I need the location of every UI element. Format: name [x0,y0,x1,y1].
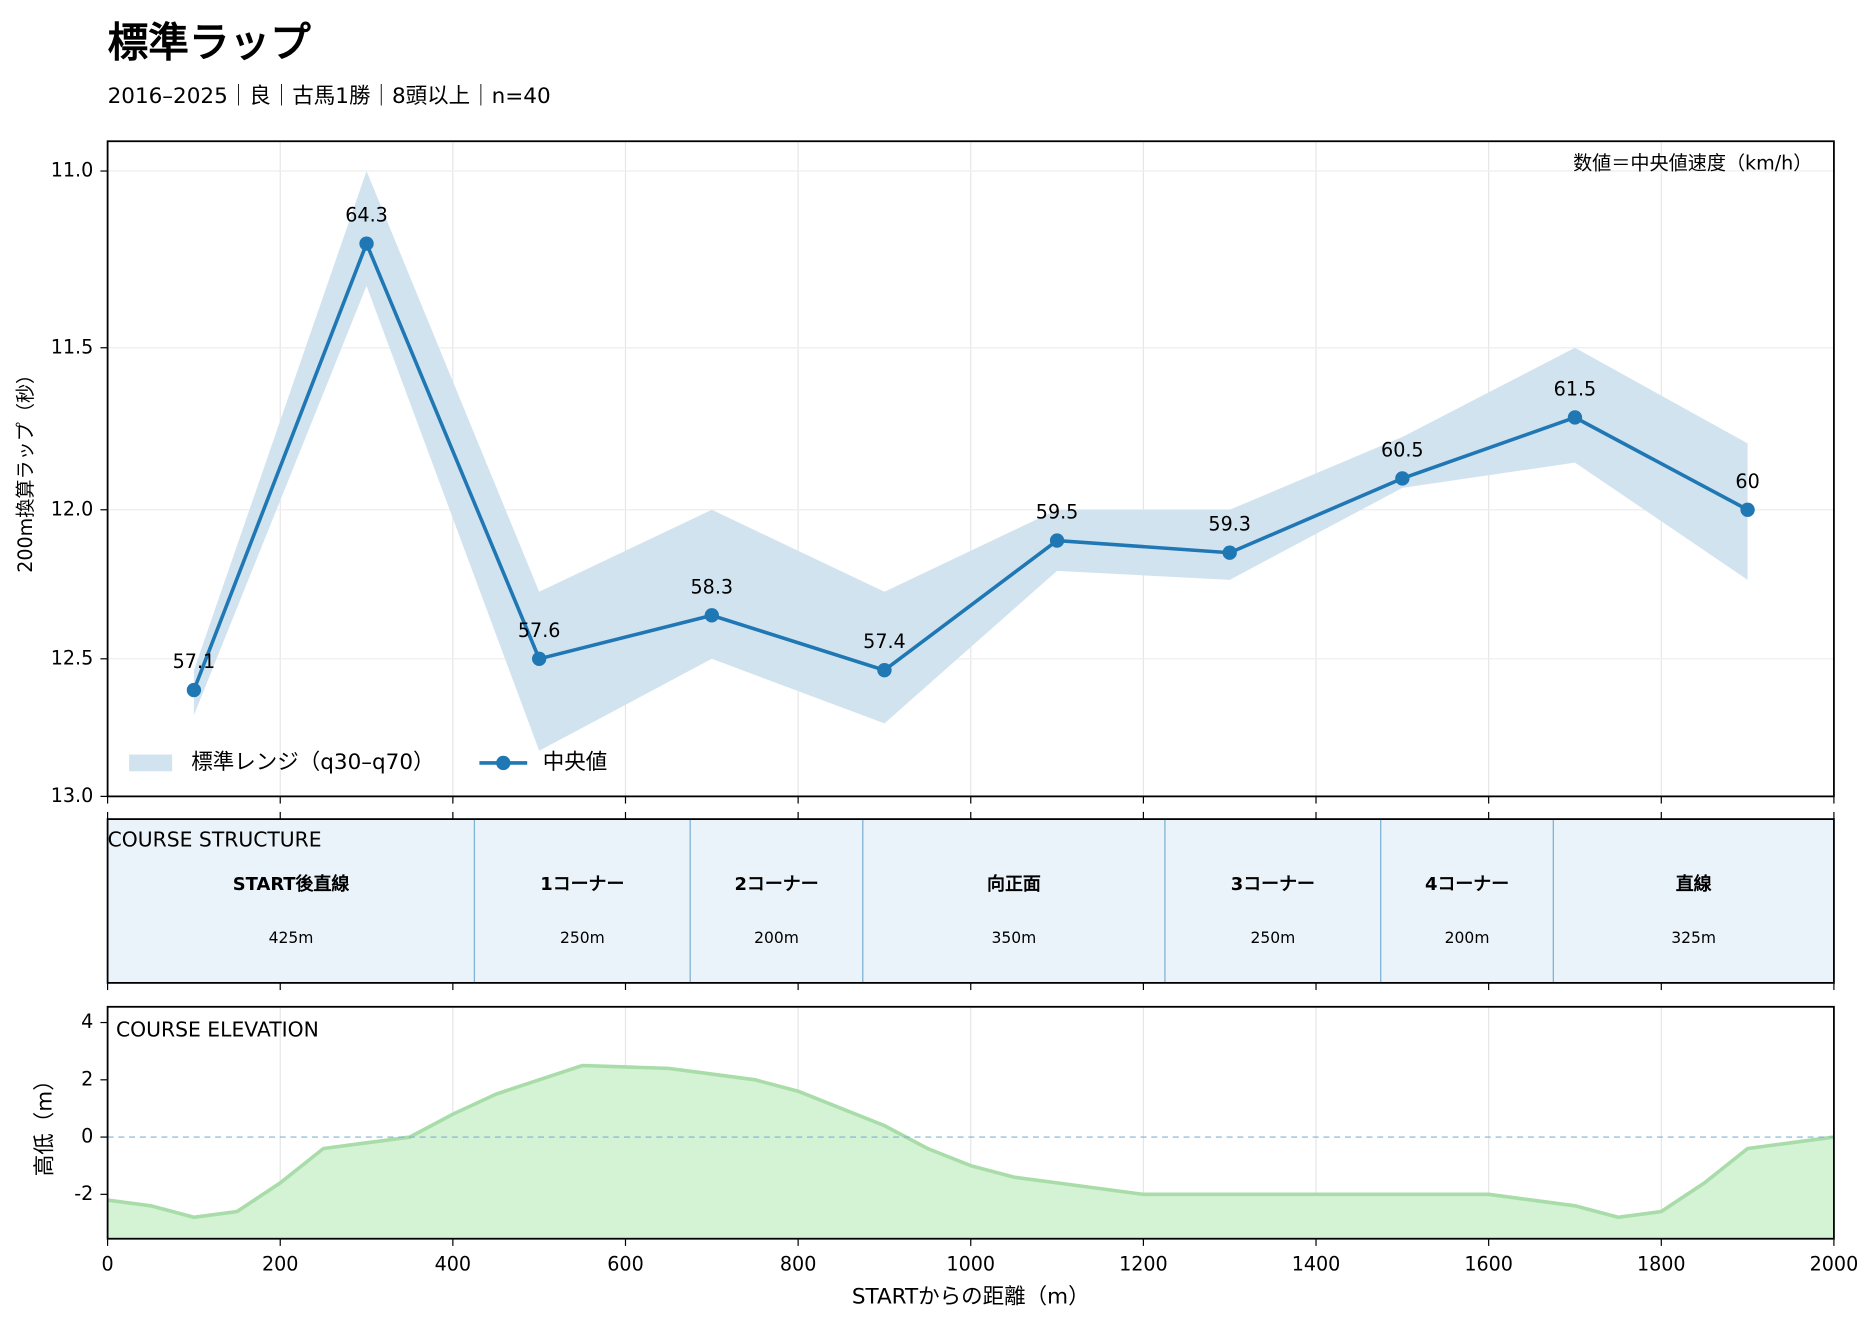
segment-name: 直線 [1676,873,1712,895]
median-point [1567,410,1583,425]
median-point [532,651,547,666]
data-label: 59.3 [1208,513,1251,536]
segment [1164,818,1382,984]
data-label: 59.5 [1036,501,1079,524]
legend-label: 中央値 [543,750,608,775]
panel-title: COURSE STRUCTURE [108,828,322,852]
segment-name: 向正面 [987,873,1041,895]
plot-frame [106,140,1835,798]
median-point [704,608,719,623]
segment-length: 325m [1671,929,1716,947]
x-tick-label: 1200 [1119,1253,1168,1276]
segment-length: 350m [992,929,1037,947]
elevation-line [107,1063,1835,1220]
x-tick-label: 600 [607,1253,643,1276]
annotation: 数値＝中央値速度（km/h） [1573,151,1812,174]
segment-length: 425m [269,929,314,947]
y-tick-label: 11.0 [51,159,94,182]
data-label: 60.5 [1381,438,1424,461]
y-tick-label: 4 [81,1010,93,1033]
y-tick-label: 2 [81,1067,93,1090]
range-band [193,171,1748,751]
panel-frame [106,818,1835,984]
legend-marker [496,755,511,771]
data-label: 57.1 [173,650,216,673]
legend-swatch [129,754,173,772]
median-point [1395,471,1410,486]
segment [1552,818,1835,984]
y-axis-label: 200m換算ラップ（秒） [14,365,37,573]
panel-title: COURSE ELEVATION [116,1018,319,1042]
segment-length: 200m [1445,929,1490,947]
data-label: 60 [1735,470,1759,493]
y-tick-label: 13.0 [51,784,94,807]
data-label: 61.5 [1554,377,1597,400]
x-tick-label: 1400 [1292,1253,1341,1276]
segment [689,818,864,984]
segment [862,818,1166,984]
segment [473,818,691,984]
median-point [1049,533,1065,548]
y-axis-label: 高低（m） [32,1069,57,1176]
x-tick-label: 400 [435,1253,471,1276]
segment-length: 200m [754,929,799,947]
median-point [186,682,202,698]
median-point [359,236,374,251]
data-label: 57.4 [863,630,906,653]
median-point [1740,502,1755,517]
segment-name: START後直線 [233,873,350,895]
x-tick-label: 800 [780,1253,816,1276]
legend-label: 標準レンジ（q30–q70） [191,750,434,775]
panel-frame [106,1005,1835,1240]
segment [1380,818,1554,984]
x-tick-label: 1600 [1464,1253,1513,1276]
segment-name: 1コーナー [540,874,624,895]
data-label: 58.3 [691,575,734,598]
x-tick-label: 200 [262,1253,298,1276]
x-tick-label: 1800 [1637,1253,1686,1276]
y-tick-label: 11.5 [51,335,94,358]
segment-length: 250m [560,929,605,947]
segment-name: 4コーナー [1425,874,1509,895]
y-tick-label: 12.5 [51,646,94,669]
x-tick-label: 2000 [1810,1253,1859,1276]
segment-name: 3コーナー [1231,874,1315,895]
median-line [192,238,1749,691]
median-point [1222,545,1237,560]
data-label: 64.3 [345,204,388,227]
median-point [877,663,892,678]
x-tick-label: 1000 [946,1253,995,1276]
chart-subtitle: 2016–2025｜良｜古馬1勝｜8頭以上｜n=40 [108,84,551,109]
chart-title: 標準ラップ [108,19,312,67]
x-axis-label: STARTからの距離（m） [852,1284,1090,1309]
data-label: 57.6 [518,619,561,642]
y-tick-label: 0 [81,1125,93,1148]
segment-length: 250m [1250,929,1295,947]
x-tick-label: 0 [102,1253,114,1276]
y-tick-label: -2 [74,1182,93,1205]
segment-name: 2コーナー [734,874,818,895]
y-tick-label: 12.0 [51,497,94,520]
